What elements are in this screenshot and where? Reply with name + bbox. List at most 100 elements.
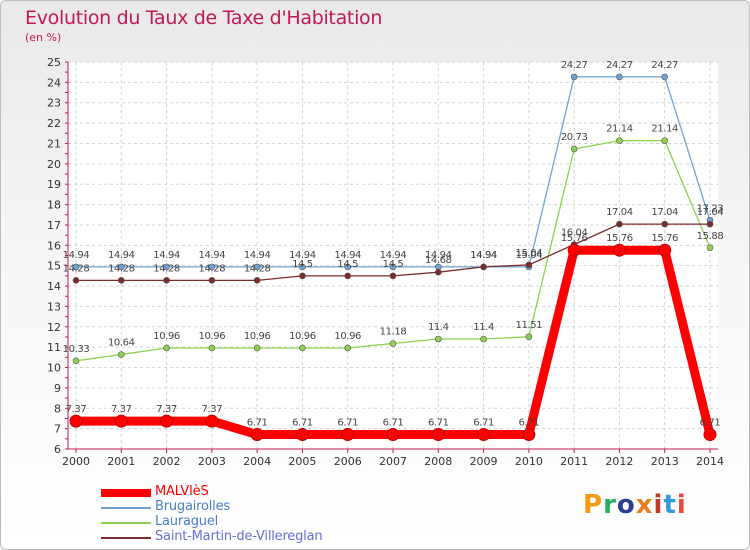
data-point [299,263,306,271]
data-point [72,357,80,365]
data-label: 10.96 [153,331,180,342]
y-tick-label: 13 [47,300,61,313]
data-point [431,428,445,442]
data-point [661,137,669,144]
data-point [434,335,442,343]
data-label: 6.71 [700,418,721,429]
data-label: 6.71 [428,418,449,429]
logo-letter: x [635,490,654,520]
logo-letter: t [663,490,677,520]
data-label: 10.96 [244,331,271,342]
data-label: 10.96 [334,331,361,342]
data-point [344,272,352,280]
data-point [706,244,714,252]
y-tick-label: 17 [47,219,61,232]
data-label: 14.28 [244,263,271,274]
data-point [389,263,397,271]
y-tick-label: 6 [54,443,61,456]
data-label: 24.27 [606,60,633,71]
data-label: 7.37 [66,404,87,415]
data-label: 6.71 [292,418,313,429]
data-point [163,344,170,352]
data-point [163,263,170,271]
data-label: 14.94 [244,250,271,261]
data-point [658,243,672,257]
data-point [477,428,491,442]
y-tick-label: 20 [47,158,61,171]
data-label: 10.96 [289,331,316,342]
data-point [703,428,717,442]
y-tick-label: 14 [47,280,61,293]
data-label: 11.18 [380,326,407,337]
data-label: 14.28 [63,263,90,274]
chart-title: Evolution du Taux de Taxe d'Habitation [25,7,383,29]
y-tick-label: 15 [47,260,61,273]
y-tick-label: 18 [47,199,61,212]
y-tick-label: 19 [47,178,61,191]
data-label: 11.51 [516,320,543,331]
data-point [570,73,578,81]
y-tick-label: 10 [47,362,61,375]
data-point [612,243,626,257]
data-label: 10.33 [63,344,90,355]
logo-letter: o [616,490,636,520]
legend-swatch [101,489,151,497]
data-label: 14.94 [153,250,180,261]
legend-swatch [101,522,151,524]
data-label: 15.04 [516,248,543,259]
data-point [117,351,125,358]
data-label: 16.04 [561,228,588,239]
data-point [344,263,352,271]
data-point [389,272,397,280]
y-tick-label: 25 [47,56,61,69]
data-point [253,344,261,352]
data-label: 14.5 [337,259,358,270]
data-point [208,277,216,284]
data-label: 17.04 [606,207,633,218]
data-label: 14.94 [63,250,90,261]
logo-letter: i [653,490,664,520]
data-point [525,333,533,341]
data-label: 17.04 [697,207,724,218]
data-point [253,277,261,284]
data-label: 10.64 [108,337,135,348]
legend-swatch [101,507,151,509]
x-tick-label: 2011 [560,455,588,468]
data-point [706,220,714,228]
x-tick-label: 2006 [334,455,362,468]
data-point [434,268,442,276]
data-point [72,277,80,284]
x-tick-label: 2001 [107,455,135,468]
data-point [69,414,83,428]
proxiti-logo: Proxiti [583,490,687,520]
data-label: 14.28 [153,263,180,274]
data-label: 21.14 [606,124,633,135]
x-tick-label: 2010 [515,455,543,468]
y-tick-label: 23 [47,97,61,110]
logo-letter: r [603,490,617,520]
data-point [344,344,352,352]
data-label: 14.5 [292,259,313,270]
data-point [117,263,125,271]
data-label: 7.37 [111,404,132,415]
data-point [567,243,581,257]
data-point [208,263,216,271]
data-label: 14.94 [199,250,226,261]
data-label: 24.27 [561,60,588,71]
chart-subtitle: (en %) [25,31,62,44]
legend-label: Lauraguel [155,514,219,529]
data-label: 15.04 [516,250,543,261]
data-label: 14.5 [383,259,404,270]
data-label: 11.4 [473,322,494,333]
data-label: 14.94 [470,250,497,261]
data-point [160,414,174,428]
data-label: 15.76 [606,233,633,244]
data-label: 21.14 [651,124,678,135]
x-tick-label: 2004 [243,455,271,468]
x-tick-label: 2008 [424,455,452,468]
data-point [525,261,533,269]
data-point [117,277,125,284]
data-point [570,145,578,153]
x-tick-label: 2002 [153,455,181,468]
